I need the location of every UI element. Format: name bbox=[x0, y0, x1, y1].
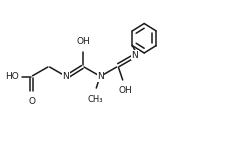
Text: O: O bbox=[28, 97, 35, 106]
Text: OH: OH bbox=[118, 86, 132, 95]
Text: OH: OH bbox=[76, 37, 90, 46]
Text: N: N bbox=[131, 51, 138, 60]
Text: N: N bbox=[97, 72, 104, 81]
Text: N: N bbox=[63, 72, 69, 81]
Text: HO: HO bbox=[5, 72, 19, 81]
Text: CH₃: CH₃ bbox=[87, 95, 103, 104]
